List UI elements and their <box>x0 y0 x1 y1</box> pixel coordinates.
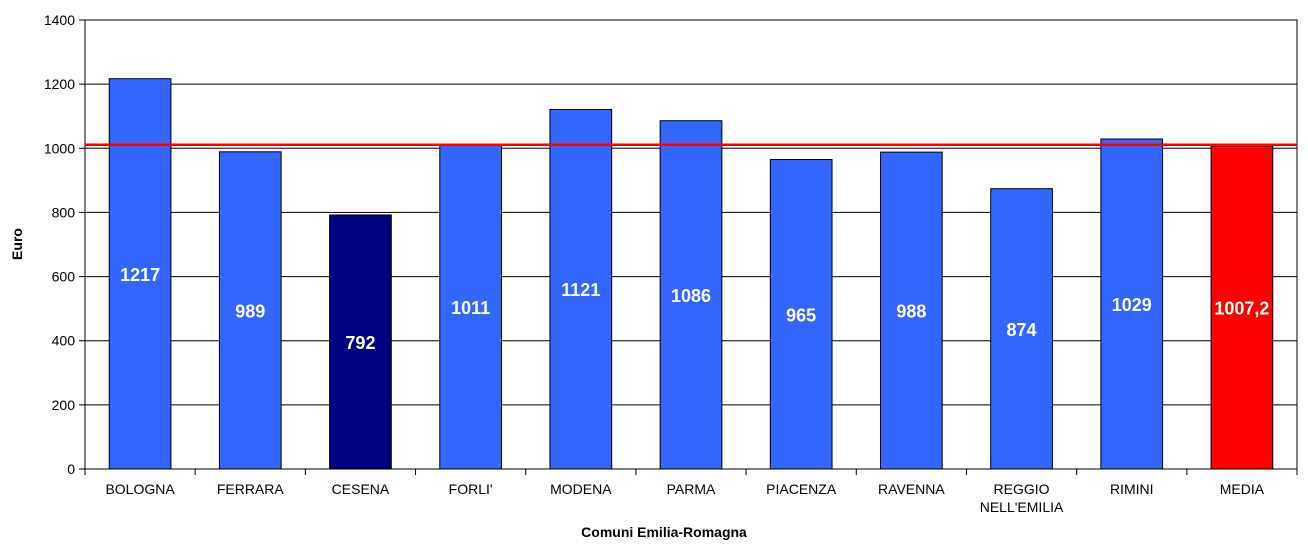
x-tick-label: RIMINI <box>1110 481 1154 497</box>
bar-value-label: 1121 <box>561 280 600 300</box>
x-tick-label-line: RAVENNA <box>878 481 945 497</box>
bar <box>329 214 392 470</box>
y-tick-label: 1400 <box>44 12 75 28</box>
bar-value-label: 1007,2 <box>1214 298 1269 318</box>
bar <box>990 188 1053 470</box>
x-tick-label: RAVENNA <box>878 481 945 497</box>
bar <box>880 151 943 470</box>
x-tick-label-line: MODENA <box>550 481 612 497</box>
y-tick-label: 0 <box>67 461 75 477</box>
x-tick-label-line: RIMINI <box>1110 481 1154 497</box>
bar <box>659 120 723 470</box>
bar-value-label: 1029 <box>1112 295 1152 315</box>
bar <box>1210 145 1274 470</box>
bar-value-label: 792 <box>345 333 375 353</box>
x-tick-label: CESENA <box>332 481 390 497</box>
bar-value-labels: 1217 989 792 1011 1121 1086 965 988 874 1029 1007,… <box>120 265 1269 353</box>
x-tick-label-line: REGGIO <box>994 481 1050 497</box>
x-tick-label: FORLI' <box>449 481 493 497</box>
y-tick-label: 800 <box>52 204 76 220</box>
x-tick-label-line: PIACENZA <box>766 481 837 497</box>
bar-value-label: 1217 <box>120 265 160 285</box>
y-tick-label: 200 <box>52 397 76 413</box>
bar <box>1100 138 1164 470</box>
y-tick-labels: 0 200 400 600 800 1000 1200 1400 <box>44 12 75 477</box>
x-tick-label-line: PARMA <box>667 481 716 497</box>
x-tick-label: PARMA <box>667 481 716 497</box>
x-tick-label-line: MEDIA <box>1220 481 1265 497</box>
bar-value-label: 965 <box>786 305 816 325</box>
bars <box>108 78 1274 470</box>
x-tick-label: PIACENZA <box>766 481 837 497</box>
bar-value-label: 1086 <box>671 286 711 306</box>
x-tick-label: MODENA <box>550 481 612 497</box>
x-tick-label: MEDIA <box>1220 481 1265 497</box>
bar-value-label: 989 <box>235 301 265 321</box>
bar-value-label: 1011 <box>451 298 490 318</box>
bar <box>549 108 613 470</box>
y-tick-label: 400 <box>52 333 76 349</box>
y-tick-label: 1000 <box>44 140 75 156</box>
bar <box>218 151 282 470</box>
x-tick-label-line: BOLOGNA <box>105 481 175 497</box>
x-tick-label-line: CESENA <box>332 481 390 497</box>
x-tick-label: REGGIO NELL'EMILIA <box>980 481 1064 515</box>
x-tick-labels: BOLOGNA FERRARA CESENA FORLI' MODENA PARMA PIA… <box>84 469 1298 515</box>
bar <box>769 159 833 470</box>
x-tick-label-line: FORLI' <box>449 481 493 497</box>
y-tick-label: 600 <box>52 269 76 285</box>
x-tick-label-line: FERRARA <box>217 481 285 497</box>
bar-value-label: 988 <box>896 302 926 322</box>
x-axis-title: Comuni Emilia-Romagna <box>581 524 747 540</box>
x-tick-label: FERRARA <box>217 481 285 497</box>
y-tick-label: 1200 <box>44 76 75 92</box>
y-axis-title: Euro <box>9 228 25 260</box>
bar <box>439 144 502 470</box>
bar-value-label: 874 <box>1007 320 1037 340</box>
x-tick-label: BOLOGNA <box>105 481 175 497</box>
x-tick-label-line: NELL'EMILIA <box>980 499 1064 515</box>
